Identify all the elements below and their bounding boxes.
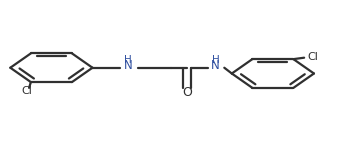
Text: N: N xyxy=(124,59,132,72)
Text: H: H xyxy=(124,55,132,65)
Text: O: O xyxy=(182,86,192,100)
Text: Cl: Cl xyxy=(22,86,33,96)
Text: Cl: Cl xyxy=(307,52,318,62)
Text: H: H xyxy=(212,55,220,65)
Text: N: N xyxy=(211,59,220,72)
